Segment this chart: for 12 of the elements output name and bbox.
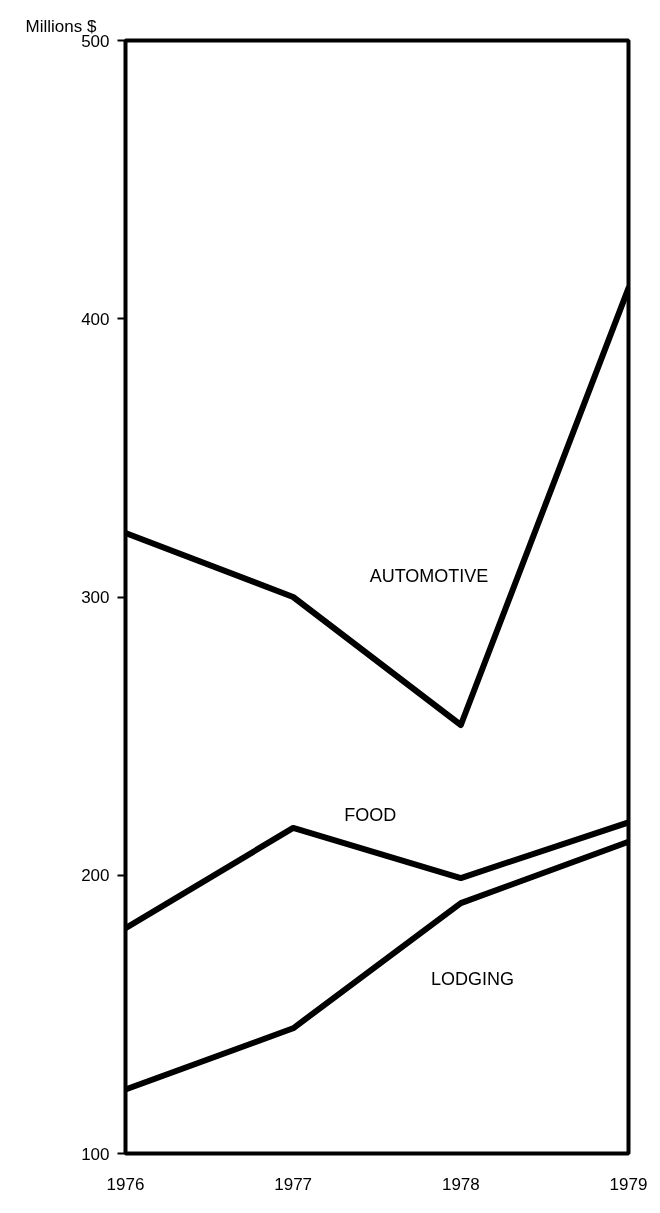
y-tick-label: 400: [81, 309, 110, 329]
x-tick-label: 1976: [106, 1174, 145, 1194]
x-tick-label: 1978: [441, 1174, 480, 1194]
x-tick-label: 1977: [274, 1174, 313, 1194]
series-label: AUTOMOTIVE: [369, 565, 489, 586]
y-tick-label: 200: [81, 866, 110, 886]
series-label: LODGING: [431, 968, 515, 989]
series-label: FOOD: [344, 804, 397, 825]
y-tick-label: 300: [81, 588, 110, 607]
y-axis-title: Millions $: [25, 16, 97, 36]
x-tick-label: 1979: [609, 1174, 648, 1194]
y-tick-label: 100: [81, 1144, 110, 1164]
